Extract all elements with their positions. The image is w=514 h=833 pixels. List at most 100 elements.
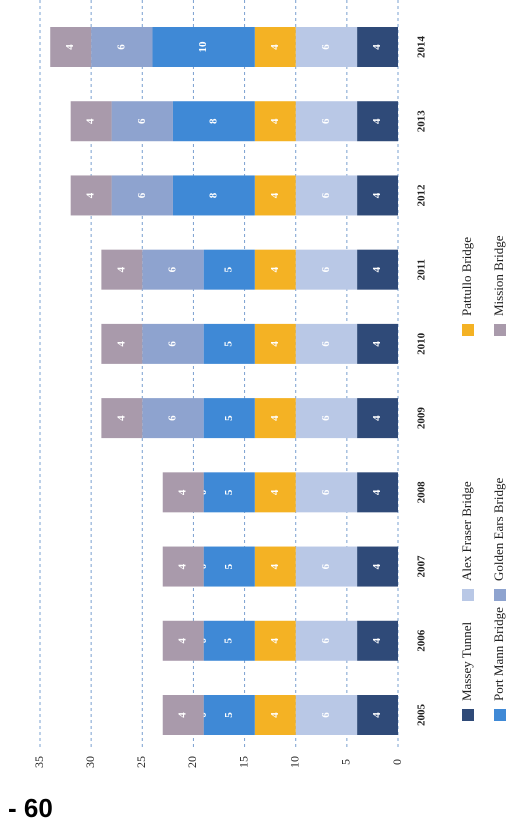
- y-tick-label: 5: [339, 759, 353, 765]
- value-label: 4: [85, 192, 97, 198]
- bar-segment: [101, 323, 143, 364]
- y-tick-label: 20: [185, 756, 199, 768]
- value-label: 6: [167, 341, 179, 347]
- value-label: 5: [223, 341, 235, 347]
- bar-segment: [70, 101, 112, 142]
- bar-segment: [254, 101, 296, 142]
- bar-segment: [152, 27, 255, 67]
- x-tick-label: 2011: [416, 259, 428, 280]
- value-label: 4: [269, 489, 281, 495]
- x-tick-label: 2012: [416, 184, 428, 207]
- value-label: 4: [371, 118, 383, 124]
- value-label: 6: [167, 415, 179, 421]
- bar-segment: [254, 695, 296, 735]
- bar-segment: [254, 249, 296, 290]
- x-tick-label: 2005: [416, 704, 428, 727]
- legend-label: Port Mann Bridge: [491, 607, 506, 701]
- bar-segment: [295, 472, 358, 513]
- bar-segment: [254, 27, 296, 67]
- bar-segment: [162, 472, 204, 513]
- bar-segment: [101, 398, 143, 439]
- bar-segment: [203, 695, 255, 735]
- value-label: 4: [269, 563, 281, 569]
- bar-segment: [70, 175, 112, 216]
- value-label: 5: [223, 638, 235, 644]
- page-label: - 60: [8, 793, 53, 823]
- bar-segment: [357, 175, 398, 216]
- y-tick-label: 30: [83, 756, 97, 768]
- bar-segment: [357, 323, 398, 364]
- bar-segment: [101, 249, 143, 290]
- y-tick-label: 25: [134, 756, 148, 768]
- value-label: 4: [371, 489, 383, 495]
- bar-segment: [295, 249, 358, 290]
- value-label: 6: [320, 118, 332, 124]
- value-label: 4: [115, 341, 127, 347]
- legend-swatch: [494, 589, 506, 601]
- bar-segment: [357, 546, 398, 587]
- bar-segment: [357, 27, 398, 67]
- value-label: 5: [223, 266, 235, 272]
- value-label: 5: [223, 489, 235, 495]
- value-label: 4: [269, 266, 281, 272]
- value-label: 6: [167, 266, 179, 272]
- value-label: 4: [64, 44, 76, 50]
- value-label: 4: [269, 415, 281, 421]
- bar-segment: [357, 472, 398, 513]
- value-label: 6: [320, 192, 332, 198]
- value-label: 4: [177, 489, 189, 495]
- bar-segment: [203, 398, 255, 439]
- value-label: 4: [85, 118, 97, 124]
- bar-segment: [295, 620, 358, 661]
- bar-segment: [172, 101, 255, 142]
- value-label: 4: [371, 563, 383, 569]
- value-label: 5: [223, 415, 235, 421]
- value-label: 5: [223, 712, 235, 718]
- value-label: 6: [320, 44, 332, 50]
- bar-segment: [357, 620, 398, 661]
- bar-segment: [254, 175, 296, 216]
- bar-segment: [357, 249, 398, 290]
- bar-segment: [50, 27, 92, 67]
- legend-label: Massey Tunnel: [459, 622, 474, 701]
- legend-swatch: [462, 324, 474, 336]
- bar-segment: [254, 323, 296, 364]
- bar-segment: [162, 695, 204, 735]
- bar-segment: [254, 620, 296, 661]
- value-label: 4: [269, 638, 281, 644]
- bar-segment: [142, 249, 204, 290]
- bar-segment: [203, 546, 255, 587]
- bar-segment: [357, 695, 398, 735]
- bar-segment: [295, 695, 358, 735]
- value-label: 8: [207, 118, 219, 124]
- value-label: 4: [371, 712, 383, 718]
- value-label: 6: [320, 638, 332, 644]
- bar-segment: [203, 620, 255, 661]
- value-label: 4: [371, 341, 383, 347]
- value-label: 6: [320, 341, 332, 347]
- value-label: 4: [177, 712, 189, 718]
- value-label: 4: [371, 192, 383, 198]
- value-label: 6: [320, 415, 332, 421]
- bar-segment: [91, 27, 153, 67]
- x-tick-label: 2007: [416, 555, 428, 578]
- y-tick-label: 10: [287, 756, 301, 768]
- bar-segment: [203, 323, 255, 364]
- value-label: 6: [320, 712, 332, 718]
- x-tick-label: 2009: [416, 407, 428, 430]
- value-label: 4: [177, 563, 189, 569]
- bar-segment: [142, 323, 204, 364]
- bar-segment: [203, 249, 255, 290]
- legend-label: Golden Ears Bridge: [491, 478, 506, 581]
- bar-segment: [295, 323, 358, 364]
- value-label: 4: [371, 638, 383, 644]
- bar-segment: [254, 398, 296, 439]
- value-label: 4: [371, 44, 383, 50]
- bar-segment: [254, 546, 296, 587]
- bar-segment: [162, 620, 204, 661]
- bar-segment: [295, 546, 358, 587]
- x-tick-label: 2014: [416, 36, 428, 59]
- value-label: 6: [320, 266, 332, 272]
- bar-segment: [142, 398, 204, 439]
